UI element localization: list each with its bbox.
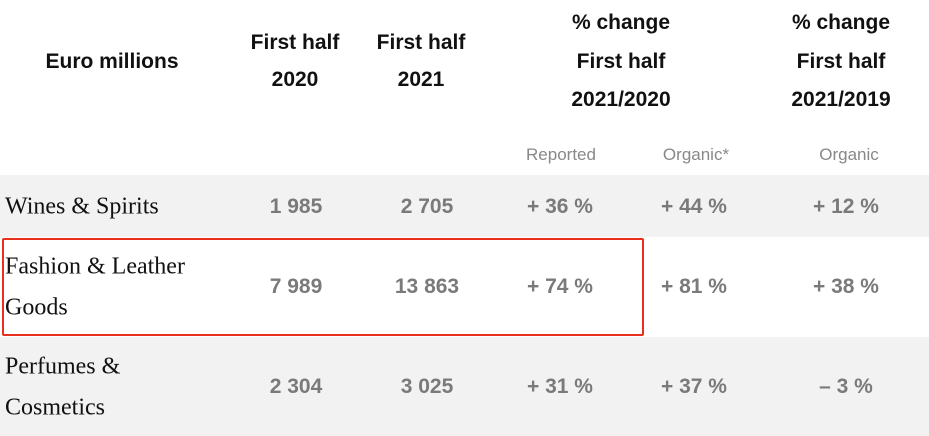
column-header: % change — [791, 11, 891, 34]
column-header: First half — [250, 31, 340, 54]
column-header: First half — [796, 50, 886, 73]
column-header: 2021/2020 — [571, 88, 671, 111]
row-label: Perfumes & — [5, 353, 121, 380]
column-header: First half — [576, 50, 666, 73]
cell-value: 2 304 — [269, 375, 323, 398]
column-header: 2020 — [271, 68, 319, 91]
cell-value: + 12 % — [813, 195, 879, 218]
cell-value: 1 985 — [269, 195, 323, 218]
row-band — [0, 337, 929, 436]
cell-value: + 74 % — [527, 275, 593, 298]
subheader: Organic* — [662, 145, 730, 164]
row-label: Fashion & Leather — [5, 253, 185, 280]
cell-value: + 36 % — [527, 195, 593, 218]
cell-value: + 38 % — [813, 275, 879, 298]
row-label: Wines & Spirits — [5, 193, 159, 220]
cell-value: + 44 % — [661, 195, 727, 218]
subheader: Reported — [526, 145, 596, 164]
row-label: Goods — [5, 294, 68, 321]
cell-value: 13 863 — [394, 275, 460, 298]
cell-value: + 81 % — [661, 275, 727, 298]
column-header: First half — [376, 31, 466, 54]
subheader: Organic — [819, 145, 879, 164]
column-header: Euro millions — [45, 50, 179, 73]
cell-value: + 31 % — [527, 375, 593, 398]
cell-value: – 3 % — [819, 375, 873, 398]
column-header: % change — [571, 11, 671, 34]
highlight-box — [2, 238, 644, 336]
cell-value: 3 025 — [400, 375, 454, 398]
column-header: 2021/2019 — [791, 88, 891, 111]
row-band — [0, 175, 929, 237]
cell-value: 7 989 — [269, 275, 323, 298]
cell-value: 2 705 — [400, 195, 454, 218]
cell-value: + 37 % — [661, 375, 727, 398]
row-label: Cosmetics — [5, 394, 105, 421]
column-header: 2021 — [397, 68, 445, 91]
